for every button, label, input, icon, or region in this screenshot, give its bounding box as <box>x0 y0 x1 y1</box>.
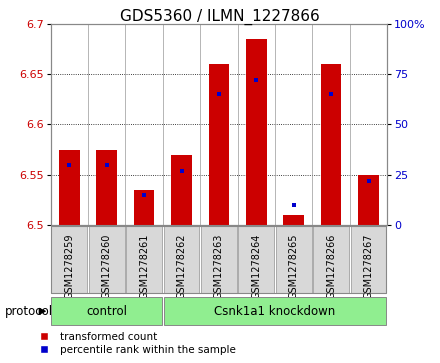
Text: protocol: protocol <box>4 305 52 318</box>
Text: Csnk1a1 knockdown: Csnk1a1 knockdown <box>214 305 336 318</box>
Bar <box>321 64 341 225</box>
Text: GSM1278265: GSM1278265 <box>289 233 299 299</box>
Legend: transformed count, percentile rank within the sample: transformed count, percentile rank withi… <box>34 332 236 355</box>
FancyBboxPatch shape <box>51 297 162 325</box>
Text: GSM1278264: GSM1278264 <box>251 233 261 299</box>
FancyBboxPatch shape <box>164 297 386 325</box>
Bar <box>96 150 117 225</box>
FancyBboxPatch shape <box>238 227 274 293</box>
FancyBboxPatch shape <box>351 227 386 293</box>
Text: GSM1278262: GSM1278262 <box>176 233 187 299</box>
Bar <box>246 39 267 225</box>
Text: GSM1278261: GSM1278261 <box>139 233 149 299</box>
FancyBboxPatch shape <box>201 227 237 293</box>
FancyBboxPatch shape <box>164 227 199 293</box>
Bar <box>209 64 229 225</box>
Text: GDS5360 / ILMN_1227866: GDS5360 / ILMN_1227866 <box>120 9 320 25</box>
Bar <box>134 190 154 225</box>
Bar <box>358 175 379 225</box>
Text: GSM1278260: GSM1278260 <box>102 233 112 299</box>
FancyBboxPatch shape <box>126 227 162 293</box>
Text: GSM1278259: GSM1278259 <box>64 233 74 299</box>
Bar <box>59 150 80 225</box>
Text: GSM1278263: GSM1278263 <box>214 233 224 299</box>
Text: GSM1278267: GSM1278267 <box>363 233 374 299</box>
Bar <box>283 215 304 225</box>
FancyBboxPatch shape <box>276 227 312 293</box>
Text: control: control <box>86 305 127 318</box>
Text: GSM1278266: GSM1278266 <box>326 233 336 299</box>
Bar <box>171 155 192 225</box>
FancyBboxPatch shape <box>89 227 125 293</box>
FancyBboxPatch shape <box>313 227 349 293</box>
FancyBboxPatch shape <box>51 227 87 293</box>
